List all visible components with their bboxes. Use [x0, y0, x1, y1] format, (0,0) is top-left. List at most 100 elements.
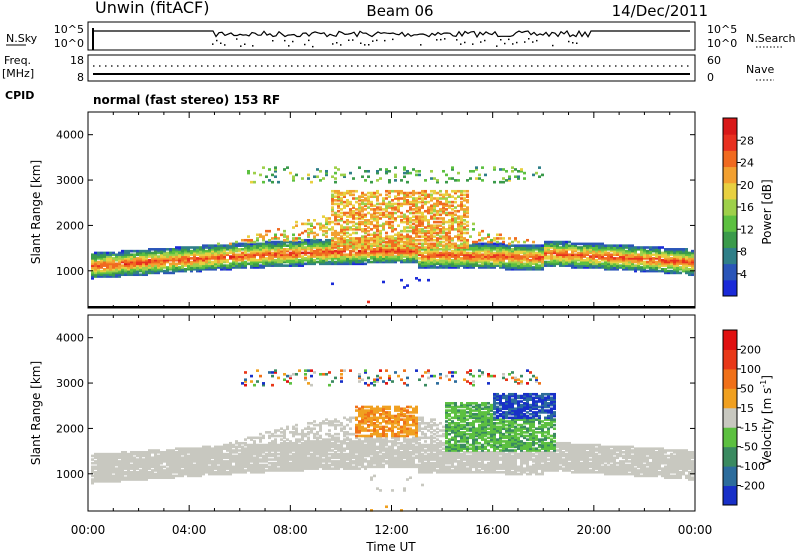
- power-cell: [202, 244, 205, 247]
- power-cell: [238, 242, 241, 246]
- power-cell: [529, 266, 532, 269]
- power-cell: [286, 237, 289, 240]
- power-cell: [625, 244, 628, 247]
- power-cell: [358, 226, 361, 229]
- power-cell: [460, 215, 463, 218]
- velocity-cell: [217, 456, 220, 460]
- power-cell: [364, 197, 367, 200]
- power-cell: [685, 267, 688, 271]
- power-cell: [346, 218, 349, 222]
- power-cell: [364, 262, 367, 266]
- power-cell: [439, 224, 442, 228]
- power-cell: [124, 260, 127, 264]
- velocity-cell: [274, 469, 277, 472]
- power-cell: [409, 238, 412, 242]
- power-cell: [253, 251, 256, 255]
- power-cell: [178, 267, 181, 271]
- power-cell: [382, 249, 385, 253]
- power-cell: [448, 260, 451, 264]
- power-cell: [259, 264, 262, 267]
- velocity-cell: [127, 476, 130, 480]
- power-cell: [346, 235, 349, 238]
- power-cell: [613, 264, 616, 267]
- power-cell: [124, 273, 127, 277]
- power-cell: [199, 260, 202, 264]
- power-cell: [406, 238, 409, 242]
- power-cell: [385, 169, 388, 173]
- power-cell: [358, 255, 361, 258]
- power-cell: [457, 226, 460, 229]
- velocity-cell: [244, 452, 247, 456]
- power-cell: [370, 260, 373, 264]
- power-cell: [103, 255, 106, 258]
- power-cell: [322, 248, 325, 251]
- power-cell: [529, 255, 532, 258]
- power-cell: [163, 266, 166, 269]
- velocity-cell: [121, 458, 124, 461]
- velocity-cell: [178, 465, 181, 469]
- power-cell: [634, 260, 637, 264]
- power-cell: [478, 258, 481, 262]
- velocity-cell: [283, 436, 286, 440]
- power-cell: [427, 237, 430, 240]
- power-cell: [460, 258, 463, 262]
- power-cell: [361, 217, 364, 220]
- power-cell: [388, 255, 391, 258]
- power-cell: [430, 248, 433, 251]
- power-cell: [517, 255, 520, 258]
- power-cell: [433, 266, 436, 269]
- power-cell: [661, 267, 664, 271]
- power-cell: [598, 266, 601, 269]
- power-cell: [229, 262, 232, 266]
- velocity-cell: [139, 454, 142, 458]
- power-cell: [442, 253, 445, 257]
- power-cell: [256, 266, 259, 269]
- velocity-cell: [262, 454, 265, 458]
- power-cell: [100, 273, 103, 277]
- power-cell: [430, 264, 433, 267]
- power-cell: [352, 206, 355, 209]
- power-cell: [301, 246, 304, 249]
- power-cell: [175, 269, 178, 273]
- power-cell: [334, 251, 337, 255]
- power-colorbar-tick-label: 24: [740, 157, 754, 170]
- power-cell: [241, 266, 244, 269]
- velocity-cell: [289, 431, 292, 434]
- velocity-cell: [106, 469, 109, 472]
- velocity-cell: [268, 434, 271, 438]
- power-cell: [388, 240, 391, 244]
- power-cell: [520, 249, 523, 253]
- power-cell: [430, 169, 433, 173]
- power-cell: [376, 246, 379, 249]
- velocity-cell: [112, 456, 115, 460]
- power-cell: [583, 244, 586, 247]
- power-cell: [433, 189, 436, 193]
- power-cell: [133, 262, 136, 266]
- power-cell: [403, 237, 406, 240]
- power-cell: [136, 249, 139, 253]
- velocity-cell: [238, 460, 241, 463]
- power-cell: [160, 264, 163, 267]
- power-cell: [550, 244, 553, 247]
- power-cell: [361, 191, 364, 195]
- power-cell: [388, 200, 391, 204]
- velocity-cell: [163, 454, 166, 458]
- power-cell: [346, 211, 349, 215]
- power-cell: [481, 166, 484, 169]
- power-cell: [421, 211, 424, 215]
- power-cell: [139, 264, 142, 267]
- power-cell: [163, 264, 166, 267]
- velocity-cell: [253, 383, 256, 387]
- velocity-cell: [229, 460, 232, 463]
- power-cell: [451, 242, 454, 246]
- power-cell: [460, 246, 463, 249]
- power-cell: [154, 266, 157, 269]
- power-cell: [421, 224, 424, 228]
- power-cell: [145, 255, 148, 258]
- power-cell: [160, 269, 163, 273]
- power-cell: [421, 258, 424, 262]
- power-cell: [484, 257, 487, 260]
- power-cell: [415, 202, 418, 206]
- velocity-cell: [184, 447, 187, 450]
